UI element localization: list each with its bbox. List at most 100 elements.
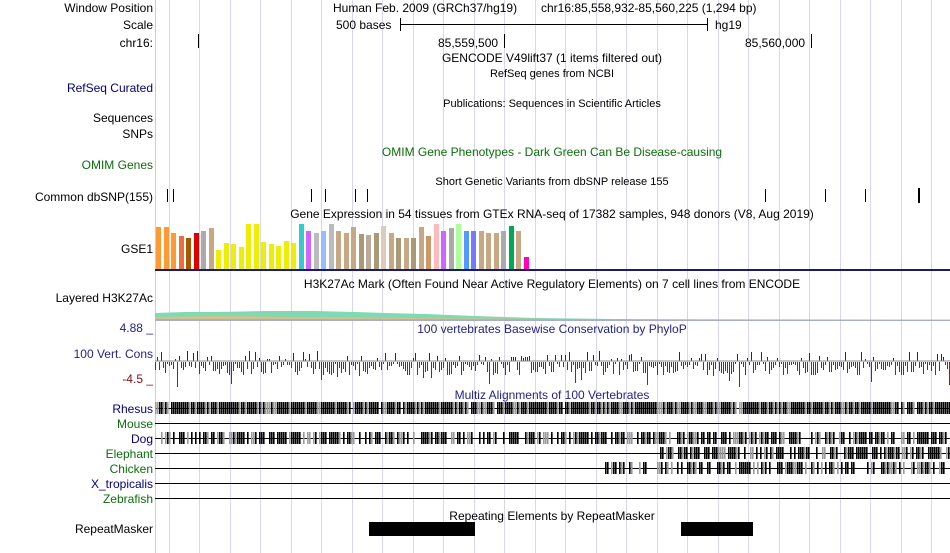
omim-label[interactable]: OMIM Genes	[81, 158, 153, 172]
dbsnp-track-title[interactable]: Short Genetic Variants from dbSNP releas…	[435, 176, 669, 188]
h3k27ac-label[interactable]: Layered H3K27Ac	[55, 291, 153, 305]
multiz-aligned-base	[555, 402, 557, 414]
multiz-aligned-base	[811, 462, 813, 474]
sequences-label[interactable]: Sequences	[92, 111, 153, 125]
species-zebrafish-label[interactable]: Zebrafish	[102, 492, 153, 506]
multiz-aligned-base	[315, 402, 317, 414]
species-rhesus-label[interactable]: Rhesus	[112, 402, 153, 416]
multiz-aligned-base	[735, 432, 737, 444]
phylop-negative-bar	[875, 362, 876, 371]
multiz-aligned-base	[643, 462, 645, 474]
phylop-negative-bar	[591, 362, 592, 371]
multiz-aligned-base	[793, 432, 795, 444]
position-text[interactable]: chr16:85,558,932-85,560,225 (1,294 bp)	[541, 1, 757, 15]
phylop-positive-bar	[309, 354, 310, 361]
repeatmasker-label[interactable]: RepeatMasker	[74, 522, 153, 536]
multiz-aligned-base	[519, 402, 521, 414]
snp-tick[interactable]	[865, 189, 866, 202]
phylop-negative-bar	[537, 362, 538, 372]
phylop-negative-bar	[703, 362, 704, 370]
multiz-aligned-base	[749, 462, 751, 474]
gtex-tissue-bar	[306, 231, 311, 269]
multiz-aligned-base	[672, 447, 674, 459]
multiz-aligned-base	[719, 462, 721, 474]
h3k27ac-signal[interactable]	[155, 306, 950, 321]
repeatmasker-track-title[interactable]: Repeating Elements by RepeatMasker	[449, 509, 655, 523]
gtex-tissue-bar	[179, 236, 184, 269]
multiz-aligned-base	[706, 447, 708, 459]
multiz-aligned-base	[619, 462, 621, 474]
phylop-negative-bar	[919, 362, 920, 368]
species-chicken-label[interactable]: Chicken	[109, 462, 153, 476]
phylop-positive-bar	[293, 353, 294, 361]
multiz-aligned-base	[545, 432, 547, 444]
multiz-aligned-base	[703, 432, 705, 444]
grid-line	[504, 0, 505, 553]
multiz-aligned-base	[373, 402, 375, 414]
refseq-label[interactable]: RefSeq Curated	[66, 81, 153, 95]
multiz-track-title[interactable]: Multiz Alignments of 100 Vertebrates	[454, 388, 650, 402]
multiz-aligned-base	[883, 462, 885, 474]
repeat-element[interactable]	[681, 522, 753, 536]
phylop-negative-bar	[189, 362, 190, 366]
multiz-aligned-base	[303, 402, 305, 414]
phylop-negative-bar	[341, 362, 342, 373]
phylop-negative-bar	[281, 362, 282, 367]
species-xtropicalis-label[interactable]: X_tropicalis	[90, 477, 153, 491]
phylop-conservation-plot[interactable]	[155, 340, 950, 390]
snp-tick[interactable]	[355, 189, 356, 202]
multiz-aligned-base	[321, 432, 323, 444]
omim-track-title[interactable]: OMIM Gene Phenotypes - Dark Green Can Be…	[381, 145, 723, 159]
publications-track-title[interactable]: Publications: Sequences in Scientific Ar…	[443, 98, 661, 110]
phylop-positive-bar	[751, 352, 752, 361]
multiz-aligned-base	[229, 432, 231, 444]
phylop-track-title[interactable]: 100 vertebrates Basewise Conservation by…	[417, 322, 687, 336]
h3k27ac-track-title[interactable]: H3K27Ac Mark (Often Found Near Active Re…	[303, 277, 801, 291]
multiz-aligned-base	[277, 432, 279, 444]
multiz-aligned-base	[777, 402, 779, 414]
phylop-negative-bar	[423, 362, 424, 378]
species-elephant-label[interactable]: Elephant	[105, 447, 153, 461]
refseq-track-title[interactable]: RefSeq genes from NCBI	[489, 68, 615, 80]
multiz-aligned-base	[704, 447, 706, 459]
multiz-alignment-plot[interactable]	[155, 400, 950, 505]
snp-tick[interactable]	[367, 189, 368, 202]
phylop-negative-bar	[939, 362, 940, 371]
phylop-negative-bar	[595, 362, 596, 365]
multiz-aligned-base	[439, 402, 441, 414]
gtex-track-title[interactable]: Gene Expression in 54 tissues from GTEx …	[290, 207, 814, 221]
snp-tick[interactable]	[825, 189, 826, 202]
multiz-aligned-base	[851, 402, 853, 414]
multiz-aligned-base	[525, 432, 527, 444]
snp-tick[interactable]	[325, 189, 326, 202]
gtex-bar-chart[interactable]	[155, 222, 950, 274]
gtex-gene-label[interactable]: GSE1	[120, 242, 153, 256]
species-dog-label[interactable]: Dog	[130, 432, 153, 446]
gencode-track-title[interactable]: GENCODE V49lift37 (1 items filtered out)	[441, 51, 663, 65]
ruler-tick	[811, 34, 812, 48]
multiz-aligned-base	[817, 432, 819, 444]
multiz-aligned-base	[479, 432, 481, 444]
snp-tick[interactable]	[173, 189, 174, 202]
multiz-aligned-base	[889, 402, 891, 414]
multiz-aligned-base	[721, 462, 723, 474]
snp-tick[interactable]	[765, 189, 766, 202]
snp-tick[interactable]	[311, 189, 312, 202]
species-mouse-label[interactable]: Mouse	[116, 417, 153, 431]
repeat-element[interactable]	[369, 522, 475, 536]
grid-line	[535, 0, 536, 553]
multiz-aligned-base	[743, 462, 745, 474]
multiz-aligned-base	[893, 432, 895, 444]
multiz-aligned-base	[189, 402, 191, 414]
snps-label[interactable]: SNPs	[122, 127, 153, 141]
dbsnp-label[interactable]: Common dbSNP(155)	[34, 190, 153, 204]
phylop-negative-bar	[597, 362, 598, 366]
multiz-aligned-base	[678, 447, 680, 459]
multiz-aligned-base	[685, 402, 687, 414]
multiz-aligned-base	[237, 432, 239, 444]
snp-tick[interactable]	[167, 189, 168, 202]
snp-tick[interactable]	[918, 188, 920, 203]
phylop-label[interactable]: 100 Vert. Cons	[73, 347, 153, 361]
multiz-aligned-base	[509, 432, 511, 444]
phylop-negative-bar	[183, 362, 184, 370]
